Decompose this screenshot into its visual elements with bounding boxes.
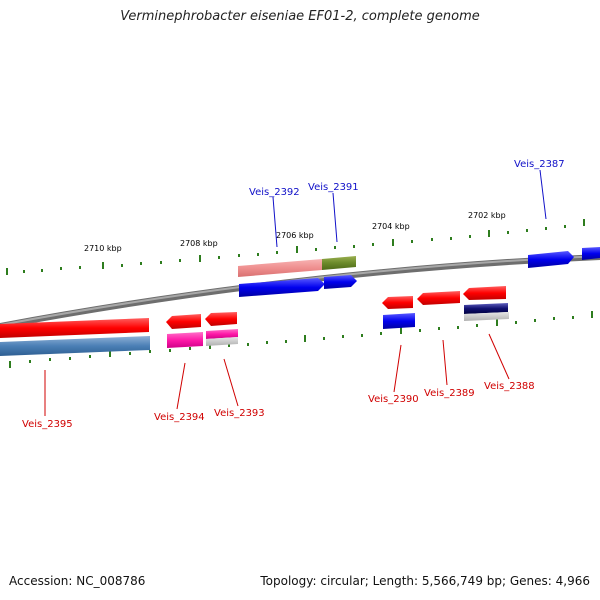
topology-text: Topology: circular; Length: 5,566,749 bp… [260, 574, 590, 588]
gene-label-veis-2388[interactable]: Veis_2388 [484, 381, 535, 392]
feature-gray-2388 [464, 312, 509, 321]
gene-label-veis-2394[interactable]: Veis_2394 [154, 412, 205, 423]
feature-gray-2393 [206, 337, 238, 346]
scale-label-2706: 2706 kbp [276, 231, 314, 240]
accession-text: Accession: NC_008786 [9, 574, 146, 588]
feature-pink[interactable] [238, 259, 322, 277]
gene-arrow-veis-2389[interactable] [417, 291, 460, 305]
scale-label-2710: 2710 kbp [84, 244, 122, 253]
outer-feature-track [238, 247, 600, 297]
label-leader-lines [44, 169, 547, 416]
gene-arrow-veis-2394[interactable] [166, 314, 201, 329]
scale-label-2704: 2704 kbp [372, 222, 410, 231]
feature-olive[interactable] [322, 256, 356, 270]
genome-title: Verminephrobacter eiseniae EF01-2, compl… [120, 9, 480, 24]
scale-label-2702: 2702 kbp [468, 211, 506, 220]
gene-label-veis-2387[interactable]: Veis_2387 [514, 159, 565, 170]
gene-arrow-veis-2395[interactable] [0, 318, 149, 338]
gene-arrow-veis-2392[interactable] [239, 278, 325, 297]
gene-label-veis-2389[interactable]: Veis_2389 [424, 388, 475, 399]
feature-magenta-2393[interactable] [206, 329, 238, 339]
gene-label-veis-2390[interactable]: Veis_2390 [368, 394, 419, 405]
gene-label-veis-2395[interactable]: Veis_2395 [22, 419, 73, 430]
gene-arrow-veis-2393[interactable] [205, 312, 237, 326]
inner-feature-track [0, 286, 509, 356]
feature-magenta-2394[interactable] [167, 332, 203, 348]
gene-label-veis-2393[interactable]: Veis_2393 [214, 408, 265, 419]
outer-tick-ring [6, 219, 585, 275]
gene-arrow-veis-2391[interactable] [324, 275, 357, 289]
scale-label-2708: 2708 kbp [180, 239, 218, 248]
gene-label-veis-2391[interactable]: Veis_2391 [308, 182, 359, 193]
gene-arrow-veis-2387[interactable] [528, 251, 574, 268]
gene-arrow-veis-2390-red[interactable] [382, 296, 413, 309]
gene-arrow-veis-2390[interactable] [383, 313, 415, 329]
gene-arrow-edge[interactable] [582, 247, 600, 260]
feature-steelblue[interactable] [0, 336, 150, 356]
feature-navy-2388[interactable] [464, 303, 508, 314]
gene-label-veis-2392[interactable]: Veis_2392 [249, 187, 300, 198]
gene-arrow-veis-2388[interactable] [463, 286, 506, 300]
